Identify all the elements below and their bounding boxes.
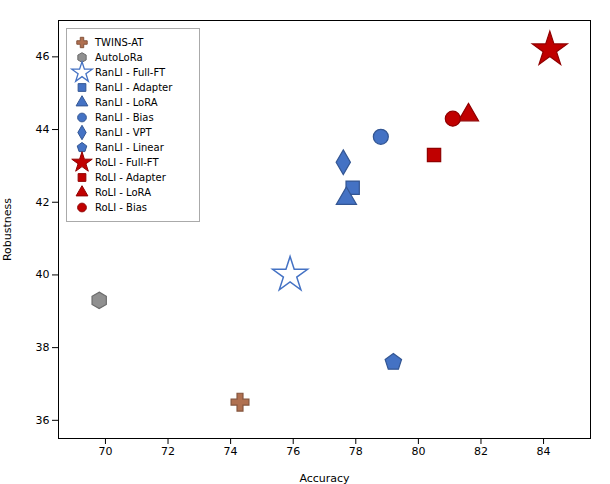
svg-text:TWINS-AT: TWINS-AT [94, 37, 144, 48]
svg-text:Accuracy: Accuracy [299, 472, 350, 484]
svg-text:RanLI - VPT: RanLI - VPT [95, 127, 153, 138]
svg-text:36: 36 [36, 414, 50, 427]
svg-text:78: 78 [349, 445, 363, 458]
svg-text:72: 72 [161, 445, 175, 458]
svg-text:RanLI - Bias: RanLI - Bias [95, 112, 154, 123]
svg-text:AutoLoRa: AutoLoRa [95, 52, 143, 63]
svg-text:44: 44 [36, 123, 50, 136]
svg-text:RanLI - LoRA: RanLI - LoRA [95, 97, 158, 108]
svg-text:82: 82 [474, 445, 488, 458]
svg-text:76: 76 [286, 445, 300, 458]
svg-text:RoLI - Adapter: RoLI - Adapter [95, 172, 167, 183]
svg-text:RoLI - Bias: RoLI - Bias [95, 202, 147, 213]
svg-text:40: 40 [36, 268, 50, 281]
svg-text:84: 84 [537, 445, 551, 458]
svg-text:38: 38 [36, 341, 50, 354]
svg-text:RanLI - Linear: RanLI - Linear [95, 142, 165, 153]
svg-text:RanLI - Full-FT: RanLI - Full-FT [95, 67, 166, 78]
svg-text:80: 80 [411, 445, 425, 458]
svg-text:74: 74 [224, 445, 238, 458]
svg-text:RoLI - Full-FT: RoLI - Full-FT [95, 157, 159, 168]
svg-text:RoLI - LoRA: RoLI - LoRA [95, 187, 151, 198]
svg-text:42: 42 [36, 196, 50, 209]
svg-text:46: 46 [36, 50, 50, 63]
svg-text:Robustness: Robustness [1, 198, 14, 261]
svg-text:70: 70 [98, 445, 112, 458]
svg-text:RanLI - Adapter: RanLI - Adapter [95, 82, 173, 93]
